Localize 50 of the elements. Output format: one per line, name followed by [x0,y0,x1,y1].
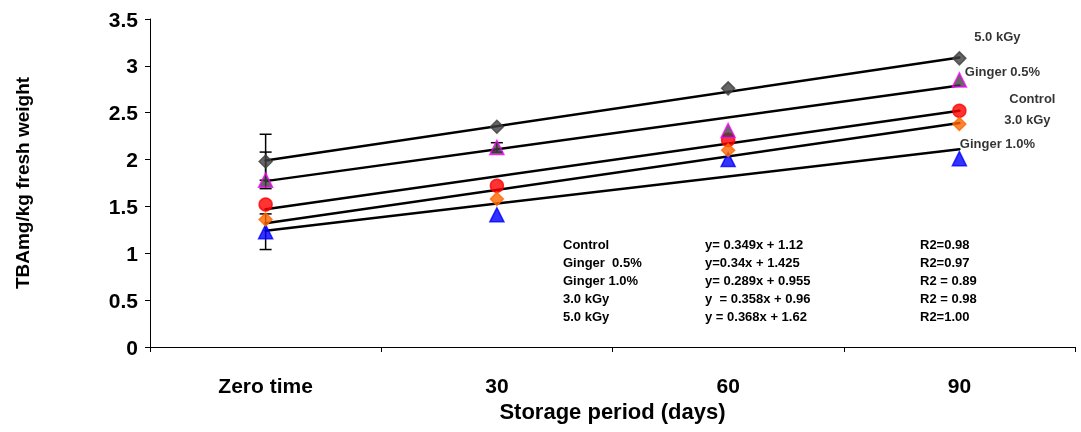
point [257,223,274,240]
point [952,116,967,132]
point [489,178,505,194]
point [258,212,273,227]
series-label: Ginger 0.5% [964,64,1041,80]
y-axis-title: TBAmg/kg fresh weight [12,76,33,290]
annotation: R2=0.98 [920,237,970,252]
series-label: 5.0 kGy [974,28,1022,44]
point [489,207,505,223]
y-tick-label: 1.5 [108,194,139,218]
y-tick-label: 3 [126,54,138,78]
annotation: R2=1.00 [920,309,970,324]
text: 3.0 kGy [1004,112,1052,128]
point [720,142,736,158]
annotation: Ginger 1.0% [563,273,639,288]
point [951,150,968,167]
annotation: R2 = 0.98 [920,291,977,306]
annotation: R2 = 0.89 [920,273,977,288]
annotation: y= 0.289x + 0.955 [705,273,811,288]
annotation: y = 0.358x + 0.96 [705,291,811,306]
x-tick-label: Zero time [218,374,313,397]
point [720,122,736,139]
point [257,172,274,188]
x-tick-label: 30 [485,374,509,397]
annotation: R2=0.97 [920,255,970,270]
point [489,191,505,207]
annotation: y= 0.349x + 1.12 [705,237,804,252]
text: Control [1009,91,1056,107]
annotation: Control [563,237,610,252]
y-tick-label: 3.5 [108,7,139,31]
y-tick-label: 0 [126,335,138,359]
annotation: y = 0.368x + 1.62 [705,309,807,324]
point [952,103,967,119]
annotation: Ginger 0.5% [563,255,643,270]
point [720,81,736,96]
point [258,197,273,212]
y-tick-label: 1 [126,241,139,265]
point [489,119,505,135]
series-label: Ginger 1.0% [959,136,1036,152]
y-tick-label: 2.5 [108,101,139,125]
annotation: y=0.34x + 1.425 [705,255,800,270]
x-axis-title: Storage period (days) [499,399,726,425]
point [952,51,967,66]
y-tick-label: 0.5 [108,288,139,312]
annotation: 5.0 kGy [563,309,611,324]
x-tick-label: 90 [947,374,972,397]
y-tick-label: 2 [126,148,138,172]
x-tick-label: 60 [716,374,740,397]
annotation: 3.0 kGy [563,291,611,306]
point [258,154,273,169]
